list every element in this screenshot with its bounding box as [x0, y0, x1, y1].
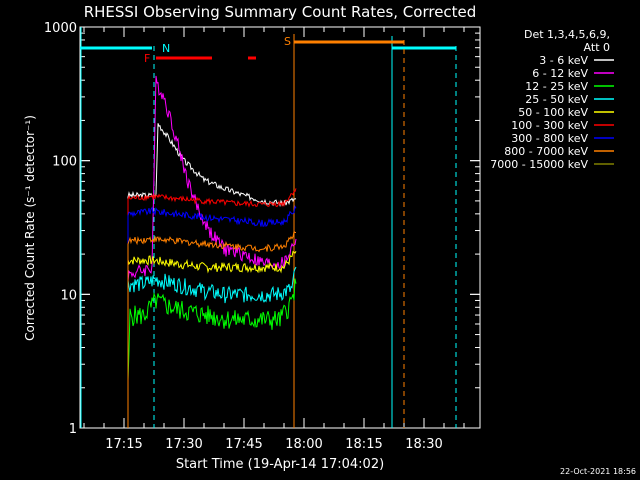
- status-bars: [80, 27, 457, 428]
- series-line-1: [127, 75, 297, 428]
- y-tick-label: 100: [52, 155, 77, 170]
- legend-label: 300 - 800 keV: [511, 132, 588, 145]
- x-tick-label: 17:45: [225, 437, 262, 452]
- chart-title: RHESSI Observing Summary Count Rates, Co…: [84, 3, 477, 21]
- plot-border: [79, 26, 481, 429]
- series-line-4: [127, 250, 297, 428]
- series-line-6: [127, 205, 297, 428]
- x-tick-label: 18:15: [345, 437, 382, 452]
- series-line-2: [127, 278, 297, 428]
- legend-header-1: Det 1,3,4,5,6,9,: [524, 28, 610, 41]
- legend-label: 50 - 100 keV: [518, 106, 588, 119]
- legend-label: 800 - 7000 keV: [504, 145, 588, 158]
- y-tick-label: 1000: [44, 21, 77, 36]
- annotation-n: N: [162, 42, 170, 55]
- x-tick-label: 18:00: [285, 437, 322, 452]
- legend-label: 100 - 300 keV: [511, 119, 588, 132]
- y-axis-label: Corrected Count Rate (s⁻¹ detector⁻¹): [23, 115, 37, 341]
- x-tick-label: 18:30: [405, 437, 442, 452]
- x-tick-label: 17:30: [165, 437, 202, 452]
- annotation-s: S: [284, 35, 291, 48]
- y-tick-label: 1: [69, 422, 77, 437]
- x-axis: 17:15 17:30 17:45 18:00 18:15 18:30: [83, 27, 465, 452]
- legend-label: 6 - 12 keV: [532, 67, 588, 80]
- legend-label: 7000 - 15000 keV: [490, 158, 588, 171]
- footer-timestamp: 22-Oct-2021 18:56: [560, 467, 636, 476]
- annotation-f: F: [144, 52, 150, 65]
- series-layer: [127, 75, 297, 428]
- x-tick-label: 17:15: [105, 437, 142, 452]
- x-axis-label: Start Time (19-Apr-14 17:04:02): [176, 457, 384, 472]
- legend-label: 25 - 50 keV: [525, 93, 588, 106]
- legend-label: 12 - 25 keV: [525, 80, 588, 93]
- series-line-3: [127, 266, 297, 428]
- legend-header-2: Att 0: [584, 41, 610, 54]
- plot-frame: [79, 26, 481, 429]
- annotations: NF S: [144, 35, 291, 65]
- series-line-7: [127, 230, 296, 428]
- y-tick-label: 10: [60, 288, 77, 303]
- y-axis: 1 10 100 1000: [44, 21, 480, 437]
- legend-label: 3 - 6 keV: [539, 54, 588, 67]
- series-line-5: [127, 188, 297, 428]
